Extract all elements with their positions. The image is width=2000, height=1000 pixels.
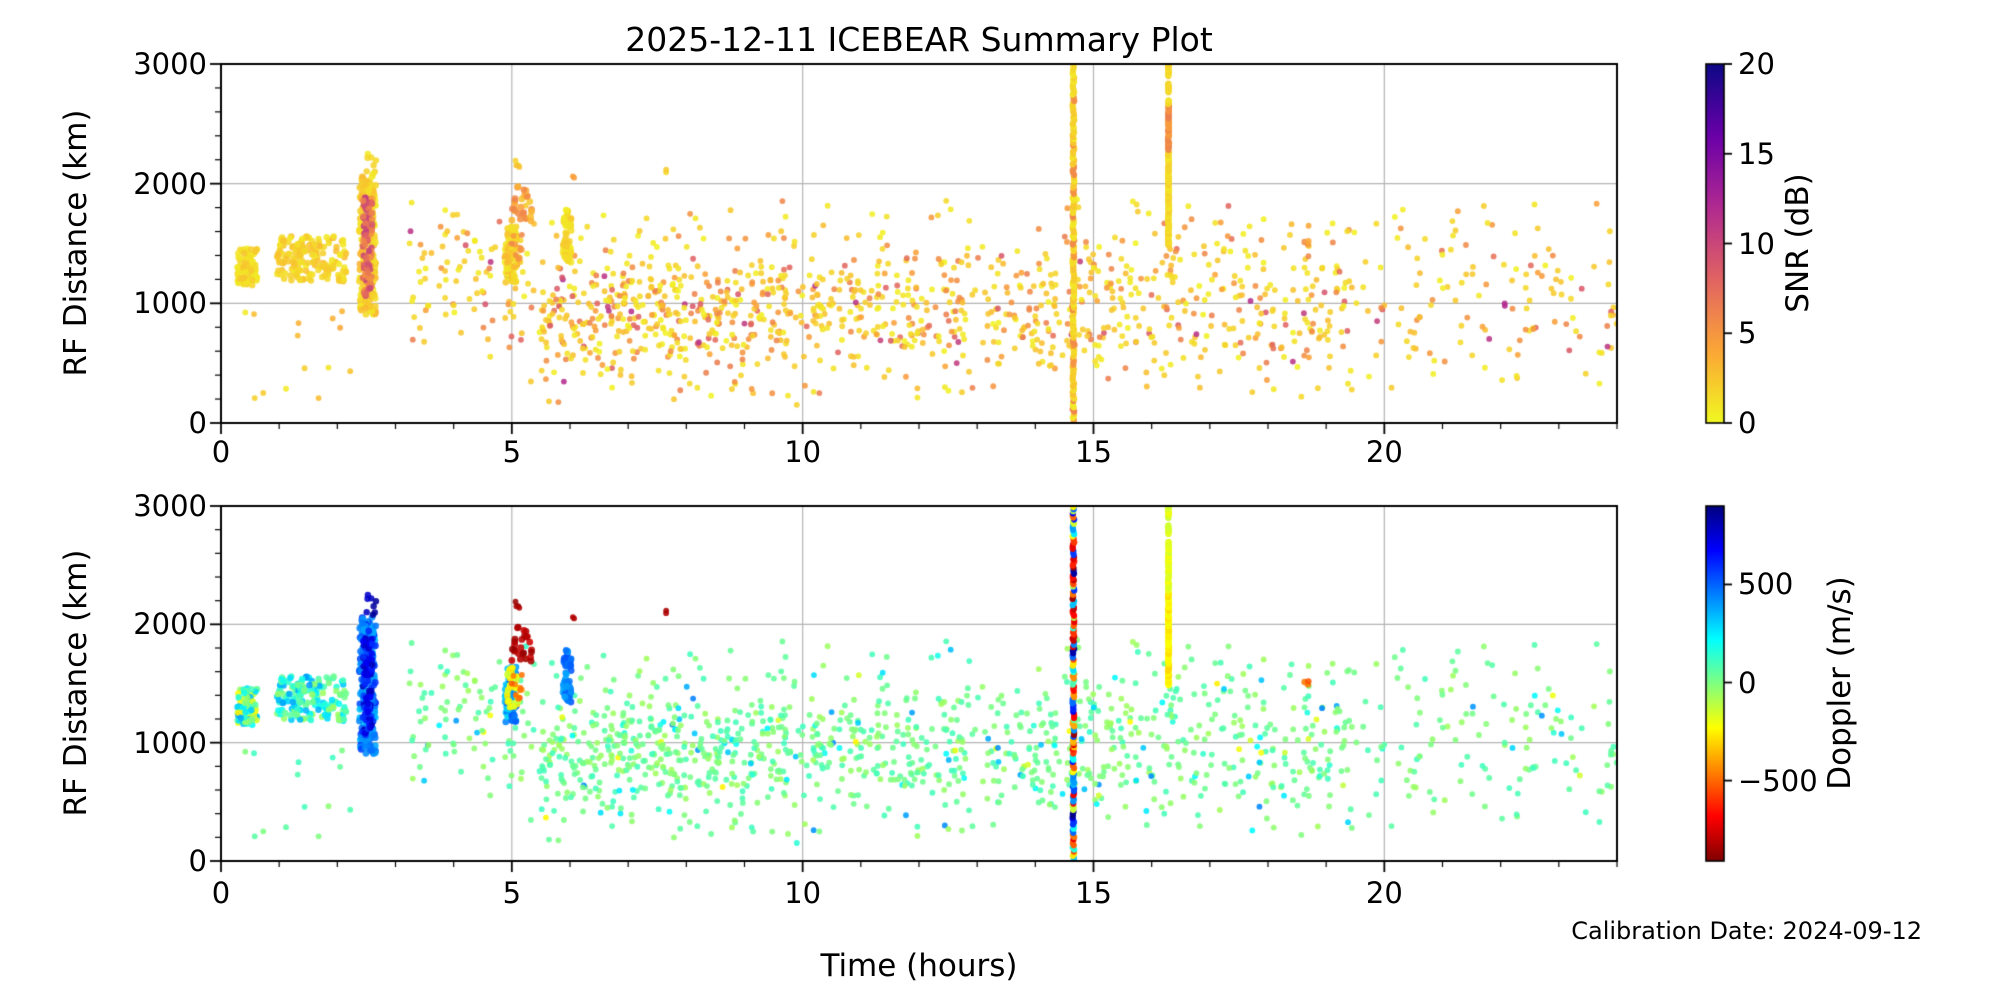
- y-tick-label: 0: [188, 844, 207, 878]
- colorbar-tick-label: 10: [1738, 226, 1775, 261]
- colorbar-tick-label: 0: [1738, 665, 1757, 700]
- y-tick-label: 2000: [133, 166, 207, 201]
- y-tick-label: 0: [188, 406, 207, 440]
- colorbar-tick-label: −500: [1738, 763, 1818, 798]
- y-tick-label: 2000: [133, 607, 207, 642]
- colorbar-tick-label: 0: [1738, 406, 1757, 440]
- x-axis-label: Time (hours): [820, 948, 1018, 984]
- y-tick-label: 1000: [133, 725, 207, 760]
- x-tick-label: 10: [784, 876, 822, 910]
- colorbar-tick-label: 20: [1738, 47, 1775, 81]
- x-tick-label: 15: [1075, 435, 1112, 469]
- x-tick-label: 20: [1365, 876, 1403, 910]
- x-tick-label: 20: [1365, 435, 1403, 469]
- y-tick-label: 1000: [133, 286, 207, 321]
- calibration-date-text: Calibration Date: 2024-09-12: [1571, 917, 1922, 945]
- doppler-panel-y-axis-label: RF Distance (km): [58, 549, 94, 817]
- x-tick-label: 5: [502, 435, 522, 469]
- x-tick-label: 5: [502, 876, 522, 910]
- x-tick-label: 0: [211, 435, 231, 469]
- x-tick-label: 0: [211, 876, 231, 910]
- colorbar-tick-label: 5: [1738, 316, 1757, 351]
- y-tick-label: 3000: [133, 489, 207, 523]
- x-tick-label: 15: [1075, 876, 1112, 910]
- colorbar-tick-label: 15: [1738, 136, 1775, 171]
- doppler-colorbar-label: Doppler (m/s): [1822, 576, 1858, 790]
- y-tick-label: 3000: [133, 47, 207, 81]
- snr-colorbar-label: SNR (dB): [1780, 173, 1816, 313]
- colorbar-tick-label: 500: [1738, 567, 1794, 602]
- figure-title: 2025-12-11 ICEBEAR Summary Plot: [625, 20, 1213, 59]
- x-tick-label: 10: [784, 435, 822, 469]
- snr-panel-y-axis-label: RF Distance (km): [58, 109, 94, 377]
